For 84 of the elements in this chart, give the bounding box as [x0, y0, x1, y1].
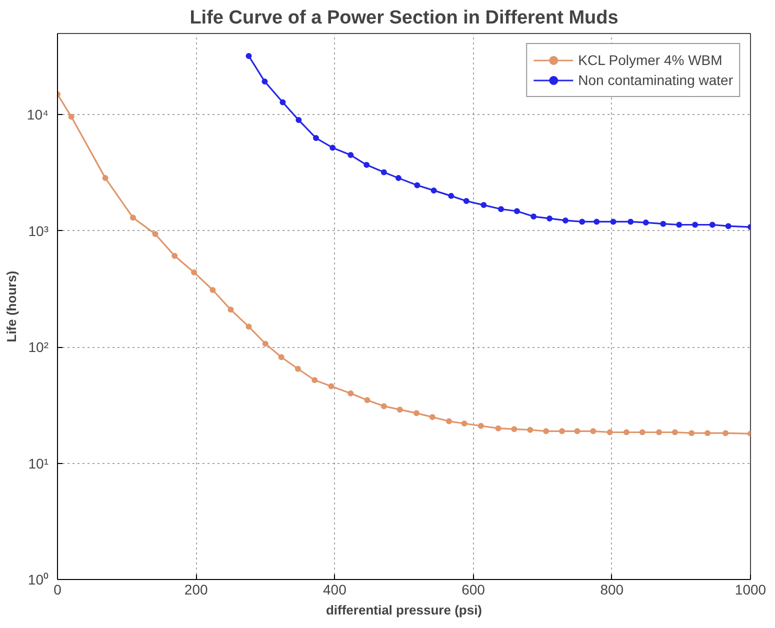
point	[191, 269, 198, 276]
chart-title: Life Curve of a Power Section in Different Muds	[190, 8, 618, 28]
point	[606, 429, 613, 436]
point	[656, 429, 662, 436]
point	[312, 377, 318, 384]
point	[446, 418, 452, 424]
point	[546, 215, 553, 222]
point	[498, 206, 504, 212]
point	[610, 218, 616, 225]
point	[672, 429, 678, 436]
point	[642, 220, 649, 226]
point	[480, 202, 487, 208]
point	[364, 162, 370, 168]
point	[511, 426, 518, 432]
point	[262, 78, 268, 85]
point	[364, 397, 370, 404]
x-tick-label: 0	[54, 582, 62, 598]
point	[527, 426, 534, 433]
point	[228, 306, 234, 313]
point	[296, 117, 302, 124]
point	[594, 218, 600, 225]
point	[628, 218, 634, 225]
point	[430, 187, 437, 194]
point	[348, 390, 354, 396]
point	[429, 414, 436, 420]
point	[543, 428, 550, 434]
point	[262, 340, 268, 347]
point	[380, 169, 387, 176]
x-tick-label: 600	[462, 582, 486, 598]
point	[722, 430, 729, 436]
point	[414, 182, 420, 188]
point	[688, 430, 695, 436]
point	[152, 231, 158, 238]
point	[530, 214, 537, 220]
point	[461, 420, 468, 427]
point	[312, 135, 319, 142]
point	[590, 428, 596, 434]
x-axis-title: differential pressure (psi)	[326, 602, 482, 618]
point	[380, 403, 387, 410]
point	[210, 287, 216, 294]
point	[623, 429, 630, 436]
point	[413, 410, 420, 416]
point	[725, 223, 732, 230]
x-tick-label: 400	[323, 582, 347, 598]
point	[574, 428, 580, 434]
y-tick-label: 10²	[28, 339, 49, 356]
point	[676, 222, 682, 228]
point	[495, 425, 502, 432]
legend-label: Non contaminating water	[578, 72, 733, 88]
x-tick-label: 1000	[734, 582, 766, 598]
point	[348, 152, 354, 158]
x-tick-label: 200	[184, 582, 208, 598]
point	[562, 217, 568, 224]
point	[709, 222, 716, 228]
point	[280, 99, 286, 106]
point	[246, 53, 252, 60]
point	[102, 175, 108, 182]
point	[463, 198, 470, 204]
x-tick-label: 800	[600, 582, 624, 598]
point	[448, 192, 454, 199]
y-tick-label: 10⁴	[26, 106, 49, 123]
point	[559, 428, 566, 434]
point	[328, 383, 334, 390]
point	[660, 220, 666, 227]
point	[514, 208, 520, 214]
y-tick-label: 10¹	[28, 455, 49, 472]
y-tick-label: 10³	[28, 222, 49, 239]
point	[68, 114, 74, 120]
point	[246, 324, 252, 330]
point	[278, 354, 284, 360]
point	[692, 222, 698, 228]
point	[172, 252, 178, 259]
point	[579, 218, 586, 225]
point	[130, 214, 136, 221]
point	[330, 144, 336, 151]
point	[478, 422, 484, 429]
point	[704, 430, 711, 436]
y-axis-title: Life (hours)	[4, 270, 19, 342]
point	[395, 175, 402, 182]
legend-label: KCL Polymer 4% WBM	[578, 52, 722, 68]
point	[294, 366, 301, 372]
y-tick-label: 10⁰	[28, 572, 49, 588]
point	[639, 429, 646, 436]
point	[396, 406, 403, 413]
